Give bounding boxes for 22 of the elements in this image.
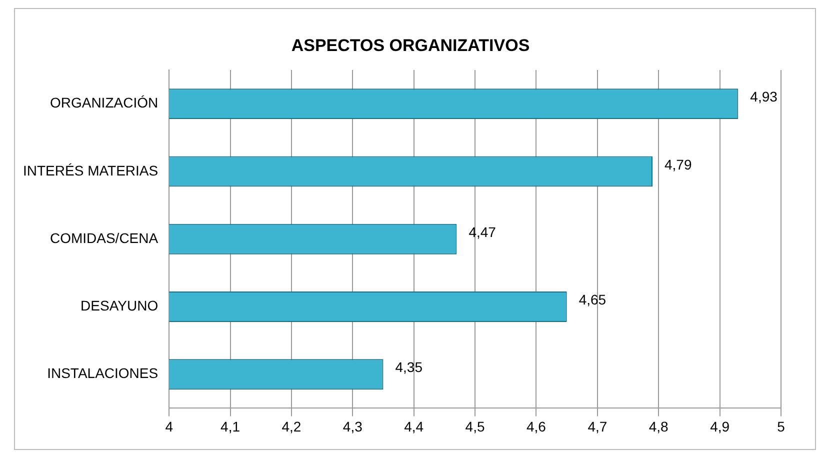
data-label: 4,65 — [578, 292, 606, 308]
chart-title: ASPECTOS ORGANIZATIVOS — [290, 36, 531, 56]
x-tick-label: 4,4 — [404, 418, 424, 434]
x-tick-label: 4,3 — [342, 418, 363, 434]
data-label: 4,35 — [395, 359, 423, 376]
x-tick-label: 5 — [777, 418, 786, 434]
x-tick-label: 4,9 — [710, 418, 730, 434]
x-tick-label: 4,5 — [465, 418, 485, 434]
x-tick-label: 4 — [165, 418, 174, 434]
x-tick-label: 4,2 — [282, 418, 302, 434]
data-label: 4,47 — [468, 224, 496, 240]
y-tick-label: INTERÉS MATERIAS — [23, 162, 158, 178]
x-tick-label: 4,7 — [588, 418, 608, 434]
x-tick-label: 4,1 — [220, 418, 240, 434]
y-tick-label: DESAYUNO — [80, 298, 158, 314]
y-tick-label: INSTALACIONES — [47, 365, 158, 382]
y-tick-label: COMIDAS/CENA — [50, 230, 159, 246]
x-tick-label: 4,6 — [526, 418, 546, 434]
data-label: 4,79 — [664, 156, 692, 172]
y-tick-label: ORGANIZACIÓN — [50, 94, 158, 111]
data-label: 4,93 — [750, 88, 778, 105]
x-tick-label: 4,8 — [648, 418, 669, 434]
